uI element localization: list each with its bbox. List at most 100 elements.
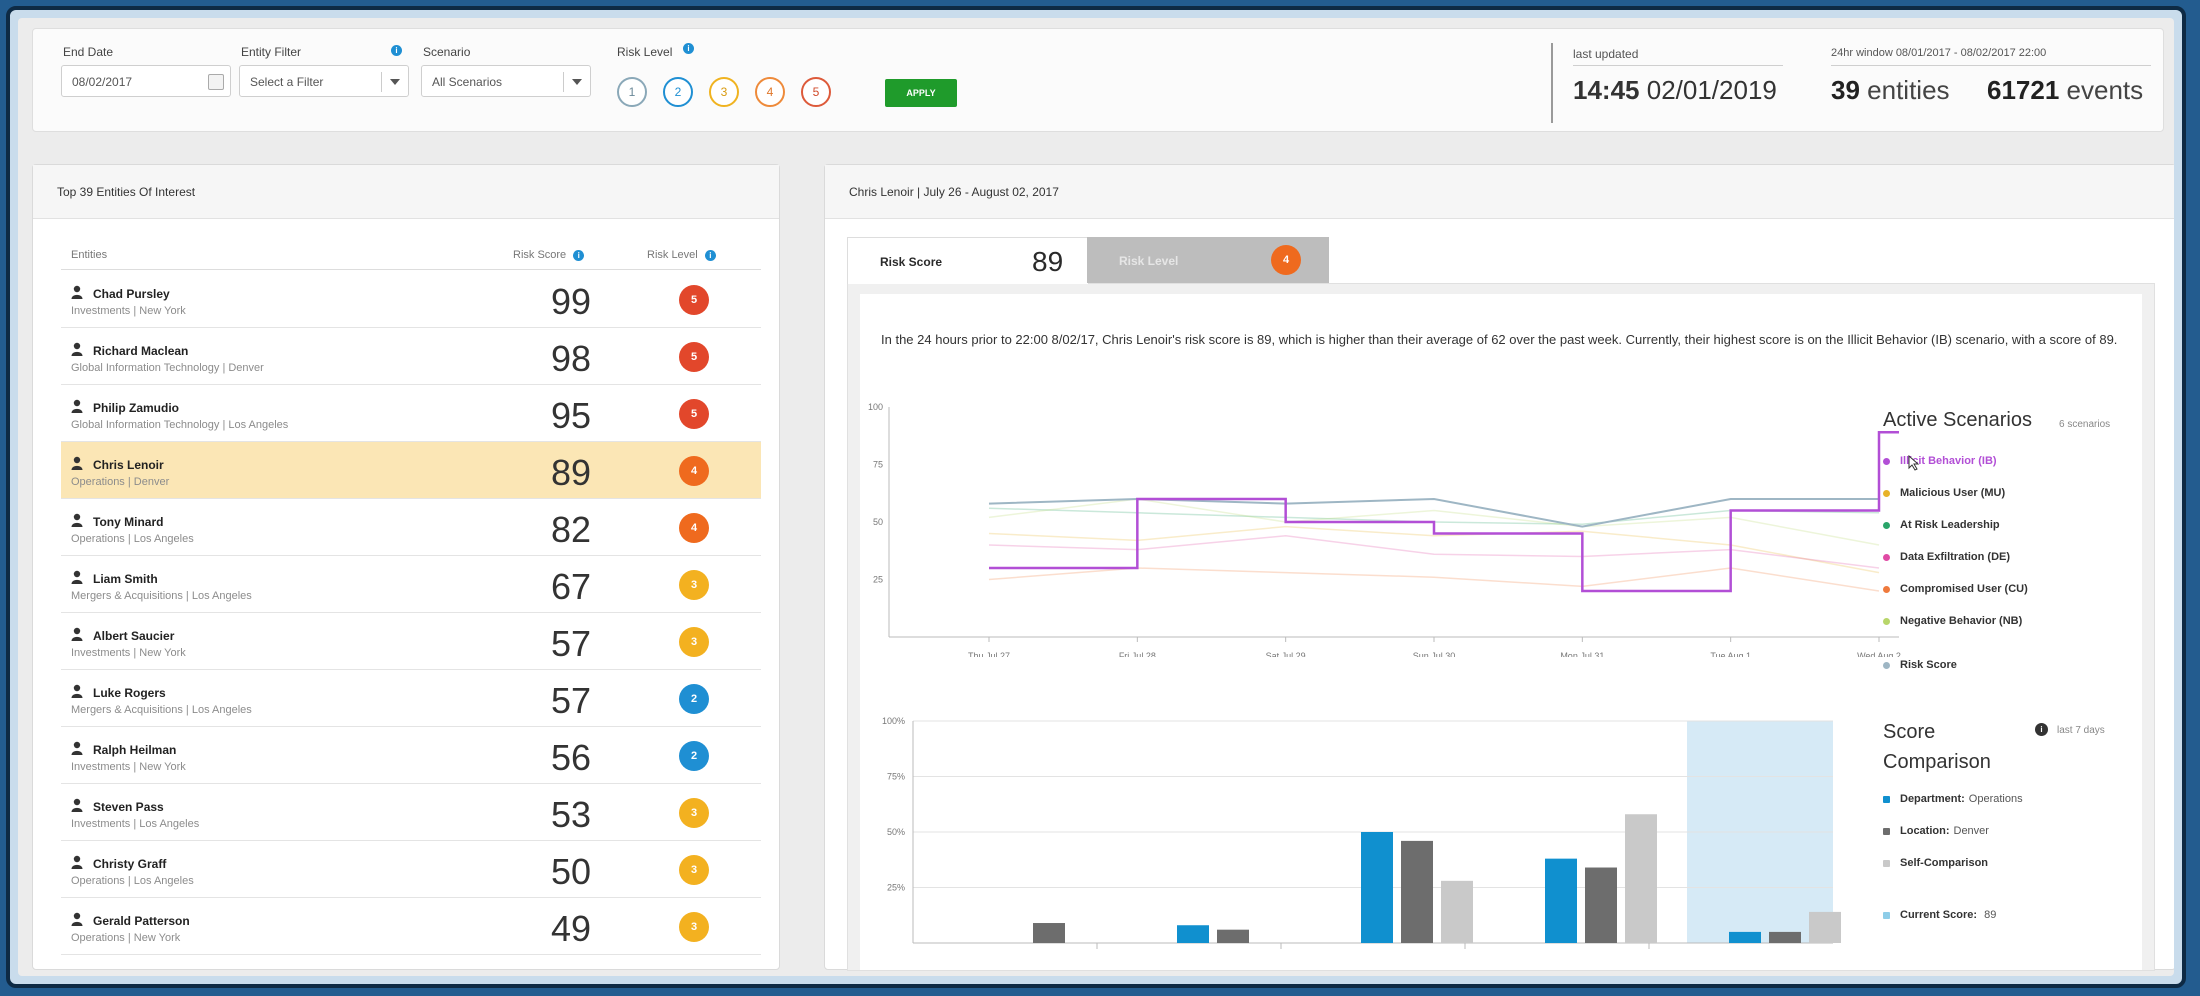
person-icon — [71, 570, 83, 584]
risk-level-2-toggle[interactable]: 2 — [663, 77, 693, 107]
risk-summary-text: In the 24 hours prior to 22:00 8/02/17, … — [881, 332, 2118, 347]
entity-risk-score: 57 — [550, 623, 592, 664]
legend-scenario[interactable]: Illicit Behavior (IB) — [1883, 455, 1997, 467]
y-tick-label: 100 — [868, 402, 883, 412]
screen-frame: End Date 08/02/2017 Entity Filter i Sele… — [6, 6, 2186, 988]
scenario-label: Scenario — [423, 45, 471, 59]
person-icon — [71, 741, 83, 755]
x-tick-label: Tue Aug 1 — [1710, 651, 1751, 657]
entity-risk-score: 82 — [550, 509, 592, 550]
active-scenarios-title: Active Scenarios — [1883, 409, 2032, 431]
y-tick-label: 25 — [873, 575, 883, 585]
legend-scenario[interactable]: Compromised User (CU) — [1883, 583, 2028, 595]
person-icon — [71, 912, 83, 926]
entity-risk-level-badge: 4 — [679, 456, 709, 486]
risk-level-4-toggle[interactable]: 4 — [755, 77, 785, 107]
entity-row[interactable]: Chris Lenoir Operations | Denver 89 4 — [61, 442, 761, 499]
x-tick-label: Sat Jul 29 — [1266, 651, 1306, 657]
entity-department: Operations | Los Angeles — [71, 533, 194, 545]
info-icon[interactable]: i — [573, 249, 585, 261]
entity-row[interactable]: Liam Smith Mergers & Acquisitions | Los A… — [61, 556, 761, 613]
end-date-label: End Date — [63, 45, 114, 59]
entities-count: 39 entities — [1831, 75, 1950, 105]
legend-comparison[interactable]: Department: Operations — [1883, 793, 2023, 805]
info-icon[interactable]: i — [683, 43, 694, 54]
entity-department: Operations | New York — [71, 932, 181, 944]
entity-row[interactable]: Richard Maclean Global Information Techno… — [61, 328, 761, 385]
legend-scenario[interactable]: Negative Behavior (NB) — [1883, 615, 2022, 627]
entity-name: Philip Zamudio — [93, 401, 179, 415]
bar — [1401, 840, 1433, 943]
entity-risk-score: 53 — [550, 794, 592, 835]
apply-button[interactable]: APPLY — [885, 79, 957, 107]
entity-row[interactable]: Ralph Heilman Investments | New York 56 2 — [61, 727, 761, 784]
person-icon — [71, 513, 83, 527]
entity-name: Christy Graff — [93, 857, 167, 871]
entity-department: Mergers & Acquisitions | Los Angeles — [71, 590, 252, 602]
tab-risk-level[interactable]: Risk Level 4 — [1087, 237, 1329, 283]
entity-risk-level-badge: 3 — [679, 570, 709, 600]
entity-row[interactable]: Luke Rogers Mergers & Acquisitions | Los … — [61, 670, 761, 727]
entity-row[interactable]: Steven Pass Investments | Los Angeles 53 3 — [61, 784, 761, 841]
entity-row[interactable]: Philip Zamudio Global Information Technol… — [61, 385, 761, 442]
entity-department: Operations | Denver — [71, 476, 170, 488]
entity-department: Operations | Los Angeles — [71, 875, 194, 887]
tab-risk-score[interactable]: Risk Score 89 — [847, 237, 1089, 284]
chevron-down-icon — [572, 79, 582, 85]
risk-score-value: 89 — [1032, 246, 1064, 277]
comparison-range: last 7 days — [2057, 725, 2105, 736]
entity-risk-score: 98 — [550, 338, 592, 379]
bar — [1441, 880, 1473, 943]
legend-risk-score[interactable]: Risk Score — [1883, 659, 1957, 671]
col-risk-score[interactable]: Risk Score i — [513, 249, 585, 261]
scenario-select[interactable]: All Scenarios — [421, 65, 591, 97]
bar — [1217, 929, 1249, 943]
risk-level-1-toggle[interactable]: 1 — [617, 77, 647, 107]
bar — [1769, 931, 1801, 943]
entity-risk-level-badge: 5 — [679, 285, 709, 315]
bar — [1625, 814, 1657, 943]
entity-row[interactable]: Tony Minard Operations | Los Angeles 82 4 — [61, 499, 761, 556]
info-icon[interactable]: i — [704, 249, 716, 261]
calendar-icon[interactable] — [208, 74, 224, 90]
risk-level-5-toggle[interactable]: 5 — [801, 77, 831, 107]
filter-bar: End Date 08/02/2017 Entity Filter i Sele… — [32, 28, 2164, 132]
entity-row[interactable]: Albert Saucier Investments | New York 57 3 — [61, 613, 761, 670]
entity-row[interactable]: Christy Graff Operations | Los Angeles 50 3 — [61, 841, 761, 898]
y-tick-label: 50% — [887, 827, 905, 837]
x-tick-label: Wed Aug 2 — [1857, 651, 1901, 657]
entity-row[interactable]: Chad Pursley Investments | New York 99 5 — [61, 271, 761, 328]
info-icon[interactable]: i — [391, 45, 402, 56]
col-risk-level[interactable]: Risk Level i — [647, 249, 716, 261]
score-comparison-chart: 25% 50% 75% 100% — [882, 716, 1841, 949]
entity-risk-score: 50 — [550, 851, 592, 892]
info-icon[interactable]: i — [2035, 723, 2048, 736]
entity-filter-label: Entity Filter — [241, 45, 302, 59]
legend-comparison[interactable]: Location: Denver — [1883, 825, 1989, 837]
divider — [1551, 43, 1553, 123]
bar — [1585, 867, 1617, 943]
entity-risk-level-badge: 3 — [679, 627, 709, 657]
last-updated-label: last updated — [1573, 47, 1639, 61]
end-date-input[interactable]: 08/02/2017 — [61, 65, 231, 97]
detail-panel-title: Chris Lenoir | July 26 - August 02, 2017 — [825, 165, 2174, 219]
legend-comparison[interactable]: Self-Comparison — [1883, 857, 1992, 869]
entity-filter-select[interactable]: Select a Filter — [239, 65, 409, 97]
bar — [1033, 923, 1065, 943]
legend-scenario[interactable]: Malicious User (MU) — [1883, 487, 2005, 499]
entity-risk-level-badge: 5 — [679, 399, 709, 429]
entities-panel: Top 39 Entities Of Interest Entities Ris… — [32, 164, 780, 970]
risk-level-badge: 4 — [1271, 245, 1301, 275]
entity-risk-level-badge: 2 — [679, 741, 709, 771]
bar — [1545, 858, 1577, 943]
legend-current-score: Current Score: 89 — [1883, 909, 1996, 921]
entity-row[interactable]: Gerald Patterson Operations | New York 49 3 — [61, 898, 761, 955]
legend-scenario[interactable]: Data Exfiltration (DE) — [1883, 551, 2010, 563]
x-tick-label: Fri Jul 28 — [1119, 651, 1156, 657]
col-entities[interactable]: Entities — [71, 249, 108, 261]
entity-name: Steven Pass — [93, 800, 164, 814]
legend-scenario[interactable]: At Risk Leadership — [1883, 519, 2000, 531]
entity-risk-score: 89 — [550, 452, 592, 493]
entity-risk-level-badge: 5 — [679, 342, 709, 372]
risk-level-3-toggle[interactable]: 3 — [709, 77, 739, 107]
